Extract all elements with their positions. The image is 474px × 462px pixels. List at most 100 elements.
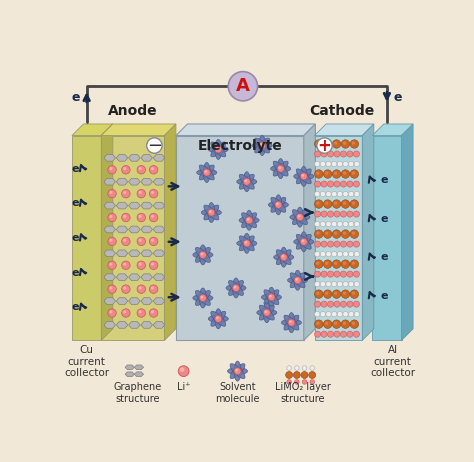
Circle shape bbox=[108, 285, 116, 293]
Ellipse shape bbox=[243, 233, 250, 253]
Ellipse shape bbox=[242, 213, 256, 228]
Ellipse shape bbox=[211, 311, 226, 326]
Circle shape bbox=[343, 161, 348, 167]
Circle shape bbox=[301, 173, 307, 180]
Circle shape bbox=[340, 211, 346, 217]
Circle shape bbox=[123, 262, 126, 266]
Circle shape bbox=[149, 165, 158, 174]
Circle shape bbox=[326, 281, 331, 287]
Circle shape bbox=[316, 141, 319, 145]
Ellipse shape bbox=[259, 135, 265, 156]
Text: Anode: Anode bbox=[108, 104, 158, 118]
Ellipse shape bbox=[276, 249, 291, 265]
Ellipse shape bbox=[290, 273, 305, 288]
Polygon shape bbox=[141, 226, 153, 233]
Circle shape bbox=[334, 241, 340, 247]
Circle shape bbox=[122, 213, 130, 222]
Polygon shape bbox=[153, 250, 165, 257]
Circle shape bbox=[316, 322, 319, 325]
Circle shape bbox=[137, 261, 146, 269]
Circle shape bbox=[320, 311, 326, 317]
Text: e: e bbox=[71, 233, 79, 243]
Bar bbox=[315, 135, 362, 340]
Circle shape bbox=[315, 161, 320, 167]
Ellipse shape bbox=[296, 207, 303, 227]
Ellipse shape bbox=[230, 364, 245, 379]
Polygon shape bbox=[153, 154, 165, 161]
Circle shape bbox=[310, 380, 315, 384]
Circle shape bbox=[288, 319, 295, 326]
Circle shape bbox=[151, 191, 154, 194]
Circle shape bbox=[204, 170, 207, 173]
Circle shape bbox=[326, 311, 331, 317]
Circle shape bbox=[350, 230, 358, 238]
Circle shape bbox=[348, 221, 354, 227]
Circle shape bbox=[347, 271, 353, 277]
Circle shape bbox=[315, 241, 321, 247]
Circle shape bbox=[331, 281, 337, 287]
Circle shape bbox=[123, 215, 126, 218]
Circle shape bbox=[354, 311, 360, 317]
Circle shape bbox=[343, 221, 348, 227]
Ellipse shape bbox=[228, 280, 244, 296]
Circle shape bbox=[348, 191, 354, 197]
Circle shape bbox=[138, 239, 142, 242]
Circle shape bbox=[353, 211, 359, 217]
Circle shape bbox=[287, 380, 292, 384]
Circle shape bbox=[331, 221, 337, 227]
Circle shape bbox=[334, 141, 337, 145]
Circle shape bbox=[108, 309, 116, 317]
Circle shape bbox=[332, 230, 341, 238]
Ellipse shape bbox=[273, 161, 288, 176]
Circle shape bbox=[340, 301, 346, 307]
Circle shape bbox=[310, 366, 315, 371]
Text: e: e bbox=[393, 91, 401, 103]
Circle shape bbox=[138, 286, 142, 290]
Text: Graphene
structure: Graphene structure bbox=[113, 382, 162, 403]
Circle shape bbox=[328, 241, 334, 247]
Polygon shape bbox=[153, 322, 165, 328]
Circle shape bbox=[149, 285, 158, 293]
Text: e: e bbox=[71, 198, 79, 208]
Circle shape bbox=[108, 189, 116, 198]
Text: e: e bbox=[71, 267, 79, 278]
Ellipse shape bbox=[264, 303, 270, 322]
Circle shape bbox=[325, 141, 328, 145]
Circle shape bbox=[325, 201, 328, 205]
Circle shape bbox=[340, 271, 346, 277]
Polygon shape bbox=[315, 124, 374, 135]
Ellipse shape bbox=[193, 295, 213, 302]
Circle shape bbox=[294, 366, 299, 371]
Circle shape bbox=[316, 201, 319, 205]
Circle shape bbox=[268, 294, 275, 301]
Polygon shape bbox=[134, 365, 144, 370]
Ellipse shape bbox=[264, 290, 279, 305]
Circle shape bbox=[341, 230, 350, 238]
Circle shape bbox=[334, 292, 337, 295]
Circle shape bbox=[334, 151, 340, 157]
Circle shape bbox=[151, 286, 154, 290]
Circle shape bbox=[109, 262, 112, 266]
Circle shape bbox=[347, 301, 353, 307]
Polygon shape bbox=[104, 322, 116, 328]
Circle shape bbox=[348, 311, 354, 317]
Circle shape bbox=[334, 181, 340, 187]
Text: Al
current
collector: Al current collector bbox=[370, 345, 415, 378]
Polygon shape bbox=[101, 124, 113, 340]
Ellipse shape bbox=[296, 234, 311, 249]
Circle shape bbox=[137, 189, 146, 198]
Circle shape bbox=[353, 181, 359, 187]
Polygon shape bbox=[116, 226, 128, 233]
Polygon shape bbox=[141, 178, 153, 185]
Ellipse shape bbox=[259, 305, 274, 320]
Circle shape bbox=[264, 309, 270, 316]
Ellipse shape bbox=[195, 291, 210, 305]
Ellipse shape bbox=[204, 205, 219, 220]
Circle shape bbox=[347, 211, 353, 217]
Circle shape bbox=[138, 310, 142, 313]
Circle shape bbox=[245, 241, 247, 244]
Circle shape bbox=[343, 201, 346, 205]
Ellipse shape bbox=[284, 315, 299, 330]
Circle shape bbox=[343, 261, 346, 265]
Circle shape bbox=[350, 260, 358, 268]
